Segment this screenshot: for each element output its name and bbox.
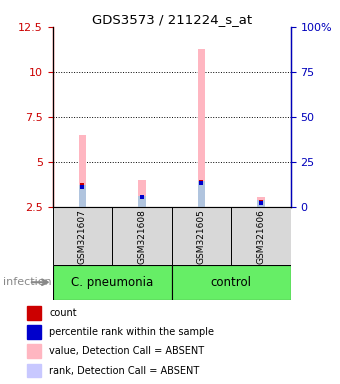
Text: percentile rank within the sample: percentile rank within the sample: [49, 327, 214, 337]
Bar: [198, 181, 205, 207]
Title: GDS3573 / 211224_s_at: GDS3573 / 211224_s_at: [92, 13, 252, 26]
Bar: [172, 265, 291, 300]
Text: rank, Detection Call = ABSENT: rank, Detection Call = ABSENT: [49, 366, 200, 376]
Bar: [231, 207, 291, 265]
Text: GSM321607: GSM321607: [78, 209, 87, 263]
Bar: [27, 306, 41, 320]
Bar: [172, 207, 231, 265]
Text: GSM321605: GSM321605: [197, 209, 206, 263]
Bar: [112, 207, 172, 265]
Bar: [138, 195, 146, 207]
Text: C. pneumonia: C. pneumonia: [71, 276, 153, 289]
Bar: [257, 197, 265, 207]
Text: value, Detection Call = ABSENT: value, Detection Call = ABSENT: [49, 346, 204, 356]
Bar: [79, 185, 86, 207]
Bar: [53, 265, 172, 300]
Text: control: control: [211, 276, 252, 289]
Bar: [53, 207, 112, 265]
Text: GSM321606: GSM321606: [256, 209, 266, 263]
Bar: [27, 325, 41, 339]
Text: GSM321608: GSM321608: [137, 209, 147, 263]
Text: infection: infection: [3, 277, 52, 287]
Bar: [27, 364, 41, 377]
Bar: [257, 200, 265, 207]
Bar: [138, 180, 146, 207]
Bar: [27, 344, 41, 358]
Bar: [198, 48, 205, 207]
Text: count: count: [49, 308, 77, 318]
Bar: [79, 135, 86, 207]
